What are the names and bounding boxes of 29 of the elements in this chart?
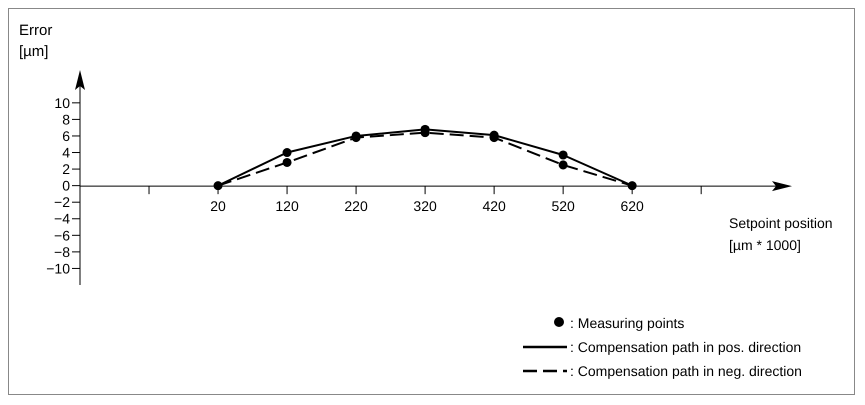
y-tick-label: 4 [62,144,70,160]
y-tick-label: −4 [54,210,70,227]
point [214,181,223,190]
point [558,160,568,170]
y-tick-label: 8 [62,111,70,128]
x-axis-title: Setpoint position [µm * 1000] [729,215,833,254]
x-tick-label: 20 [210,198,226,214]
point [558,150,568,160]
y-tick-label: −8 [54,244,70,260]
point [282,158,292,167]
x-tick-label: 420 [482,198,506,214]
y-tick-label: −6 [54,227,70,244]
y-tick-label: 0 [62,178,70,194]
y-tick-label: −10 [46,260,70,276]
x-tick-label: 120 [275,198,299,214]
x-tick-label: 220 [344,198,368,214]
y-axis-title: Error [µm] [19,22,52,60]
legend-label: : Measuring points [570,315,684,331]
x-tick-label: 320 [413,198,437,214]
y-tick-label: −2 [54,194,70,210]
point [628,181,637,190]
x-tick-label: 620 [620,198,644,214]
x-tick-label: 520 [551,198,576,214]
legend-label: : Compensation path in pos. direction [570,339,802,355]
y-tick-label: 10 [54,94,70,111]
point [282,148,292,158]
legend-label: : Compensation path in neg. direction [570,363,802,379]
y-tick-label: 6 [62,128,70,144]
y-tick-label: 2 [62,161,70,178]
